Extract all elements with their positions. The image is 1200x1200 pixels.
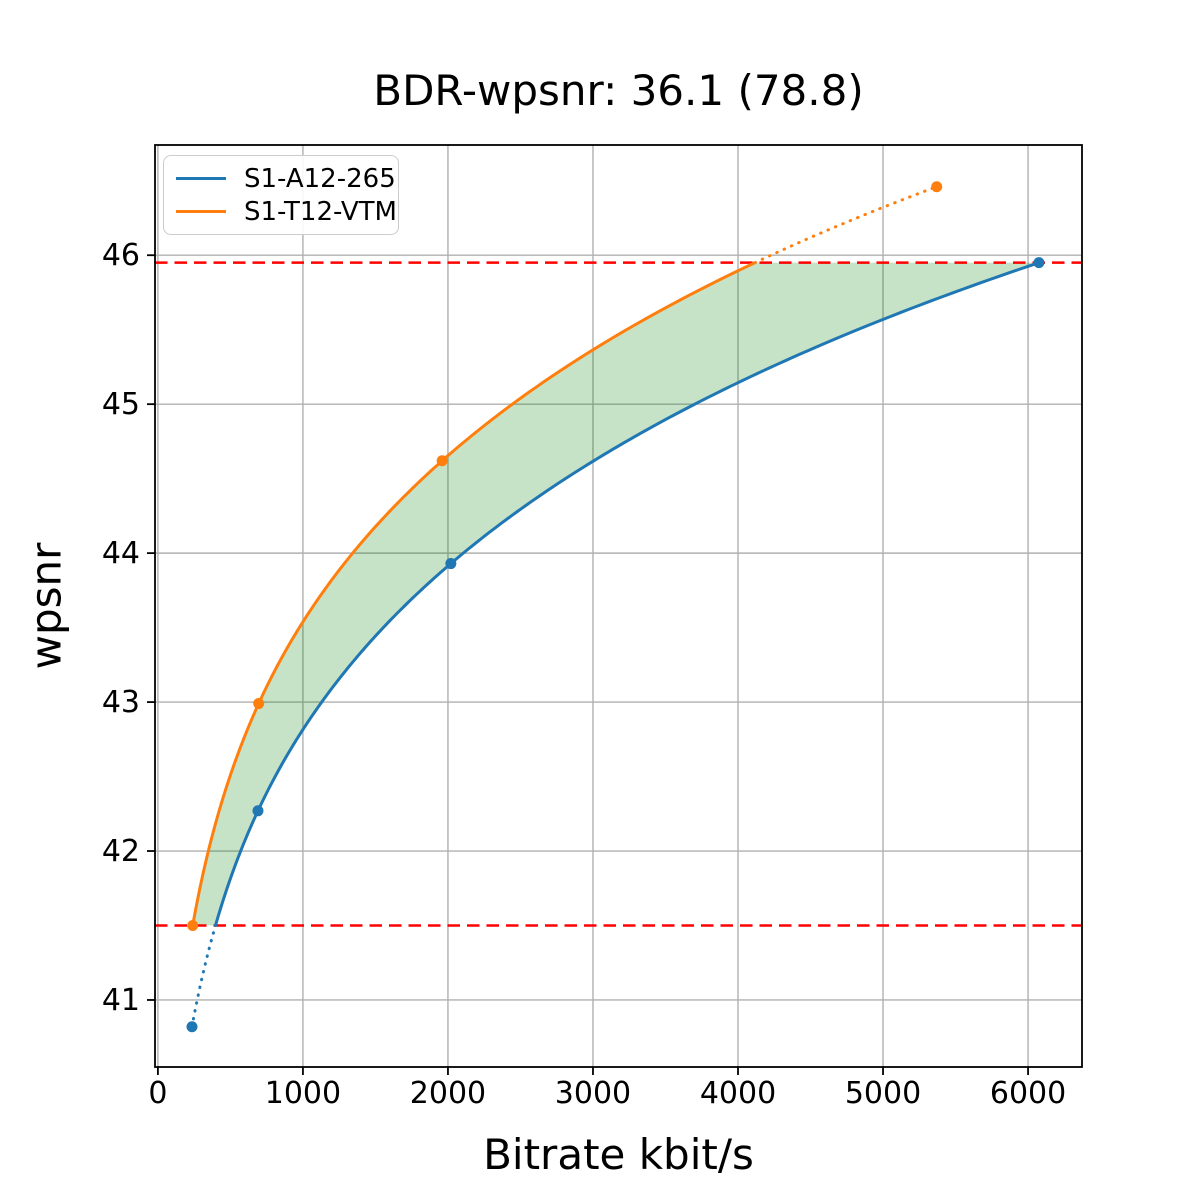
data-point-S1-T12-VTM: [931, 181, 943, 193]
legend-line-sample-1: [176, 210, 226, 213]
legend-entry-1: S1-T12-VTM: [176, 197, 398, 227]
data-point-S1-A12-265: [1033, 257, 1045, 269]
x-tick-label: 4000: [700, 1076, 776, 1111]
data-point-S1-T12-VTM: [187, 919, 199, 931]
data-point-S1-A12-265: [252, 805, 264, 817]
gridlines: [155, 145, 1082, 1067]
series-curves: [190, 185, 1040, 1029]
x-tick-label: 0: [148, 1076, 167, 1111]
curve-dotted-S1-A12-265: [190, 924, 217, 1029]
y-tick-label: 43: [102, 685, 140, 720]
x-axis-label: Bitrate kbit/s: [483, 1130, 754, 1179]
legend-label-1: S1-T12-VTM: [244, 196, 397, 227]
y-tick-label: 45: [102, 387, 140, 422]
x-tick-label: 5000: [845, 1076, 921, 1111]
legend-label-0: S1-A12-265: [244, 163, 396, 194]
data-point-S1-T12-VTM: [436, 455, 448, 467]
reference-hlines: [155, 261, 1082, 927]
x-tick-label: 3000: [555, 1076, 631, 1111]
curve-solid-S1-T12-VTM: [191, 261, 756, 926]
data-point-S1-A12-265: [186, 1021, 198, 1033]
axes-spines-and-ticks: [147, 144, 1083, 1075]
data-point-S1-A12-265: [445, 558, 457, 570]
y-tick-label: 42: [102, 834, 140, 869]
plot-border: [154, 144, 1083, 1068]
data-point-S1-T12-VTM: [253, 698, 265, 710]
legend: S1-A12-265 S1-T12-VTM: [163, 155, 399, 235]
shaded-region: [192, 262, 1039, 926]
x-tick-label: 1000: [265, 1076, 341, 1111]
curve-solid-S1-A12-265: [214, 261, 1040, 926]
legend-entry-0: S1-A12-265: [176, 164, 398, 194]
y-tick-label: 44: [102, 536, 140, 571]
x-tick-label: 2000: [410, 1076, 486, 1111]
bd-shaded-area: [192, 262, 1039, 926]
chart-title: BDR-wpsnr: 36.1 (78.8): [373, 66, 864, 115]
curve-dotted-S1-T12-VTM: [753, 185, 939, 265]
series-markers: [186, 181, 1045, 1033]
y-tick-label: 46: [102, 238, 140, 273]
tick-labels: 0 1000 2000 3000 4000 5000 6000 41 42 43 44 45 46: [102, 238, 1066, 1111]
legend-line-sample-0: [176, 177, 226, 180]
x-tick-label: 6000: [990, 1076, 1066, 1111]
y-axis-label: wpsnr: [21, 542, 71, 670]
y-tick-label: 41: [102, 983, 140, 1018]
